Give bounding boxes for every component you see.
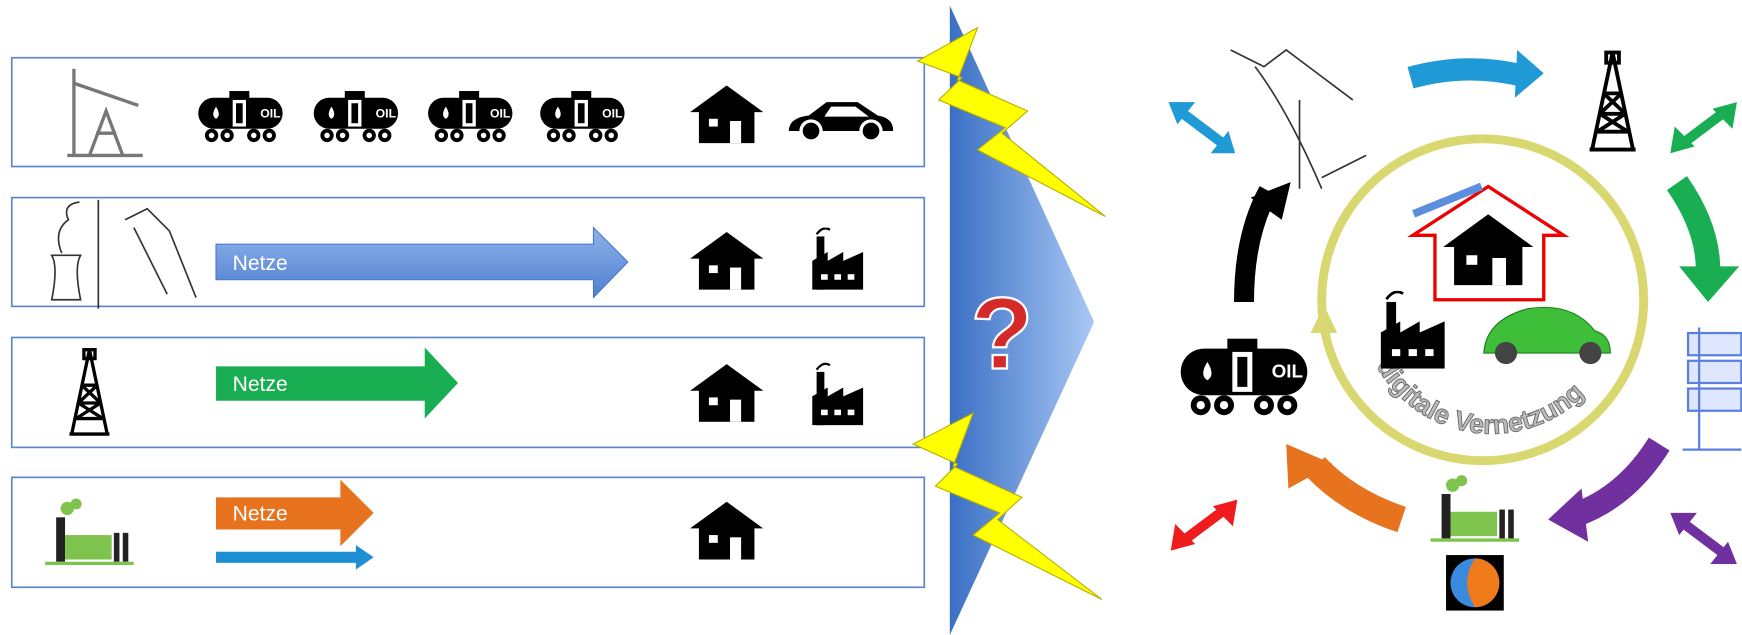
row-box (10, 56, 926, 168)
double-arrows (1168, 102, 1737, 564)
oil-label: OIL (260, 107, 281, 121)
pumpjack (67, 68, 143, 158)
oil-label: OIL (602, 107, 623, 121)
house-icon (690, 501, 764, 560)
factory-icon (812, 227, 864, 290)
cycle-arrow (1305, 456, 1406, 533)
oil-label: OIL (490, 107, 511, 121)
derrick-icon (67, 348, 112, 436)
derrick-icon (1590, 53, 1636, 150)
server-rack (1682, 327, 1742, 451)
arrow-label: Netze (233, 252, 288, 275)
earth-icon (1446, 555, 1504, 611)
cycle-arrowhead (1286, 444, 1333, 489)
lightning (911, 411, 1103, 600)
green-car (1483, 306, 1611, 365)
cycle-ring (1317, 134, 1649, 466)
cycle-arrow (1570, 437, 1670, 527)
row-box (10, 476, 926, 589)
cycle-arrowhead (1250, 182, 1291, 220)
lightning (916, 26, 1106, 217)
row-box (10, 336, 926, 449)
arrow-label: Netze (233, 373, 288, 396)
oil-label: OIL (376, 107, 397, 121)
factory-icon (1380, 290, 1445, 369)
cycle-arrowhead (1514, 49, 1544, 98)
heat-arrow (216, 545, 374, 570)
arrow-label: Netze (233, 503, 288, 526)
house-icon (690, 85, 764, 144)
cycle-arrow (1666, 176, 1721, 271)
green-factory-icon (45, 498, 134, 566)
green-factory-icon (1430, 475, 1520, 542)
power-plant-sketch (50, 199, 197, 309)
oil-label: OIL (1272, 360, 1303, 381)
chevron (949, 5, 1095, 635)
factory-icon (812, 362, 864, 427)
house-icon (690, 232, 764, 290)
grid-arrow (215, 226, 629, 299)
cycle-arrow (1407, 58, 1525, 89)
rows (10, 56, 926, 589)
question-mark: ? (971, 277, 1033, 391)
row-box (10, 196, 926, 308)
cycle-arrowhead (1548, 488, 1589, 542)
car-icon (787, 100, 894, 143)
ring-arrowhead (1310, 305, 1338, 334)
cliff-sketch (1230, 48, 1367, 190)
cycle-arrowhead (1679, 266, 1740, 302)
house-icon (690, 364, 764, 422)
grid-arrow (216, 479, 374, 547)
grid-arrow (216, 347, 459, 419)
